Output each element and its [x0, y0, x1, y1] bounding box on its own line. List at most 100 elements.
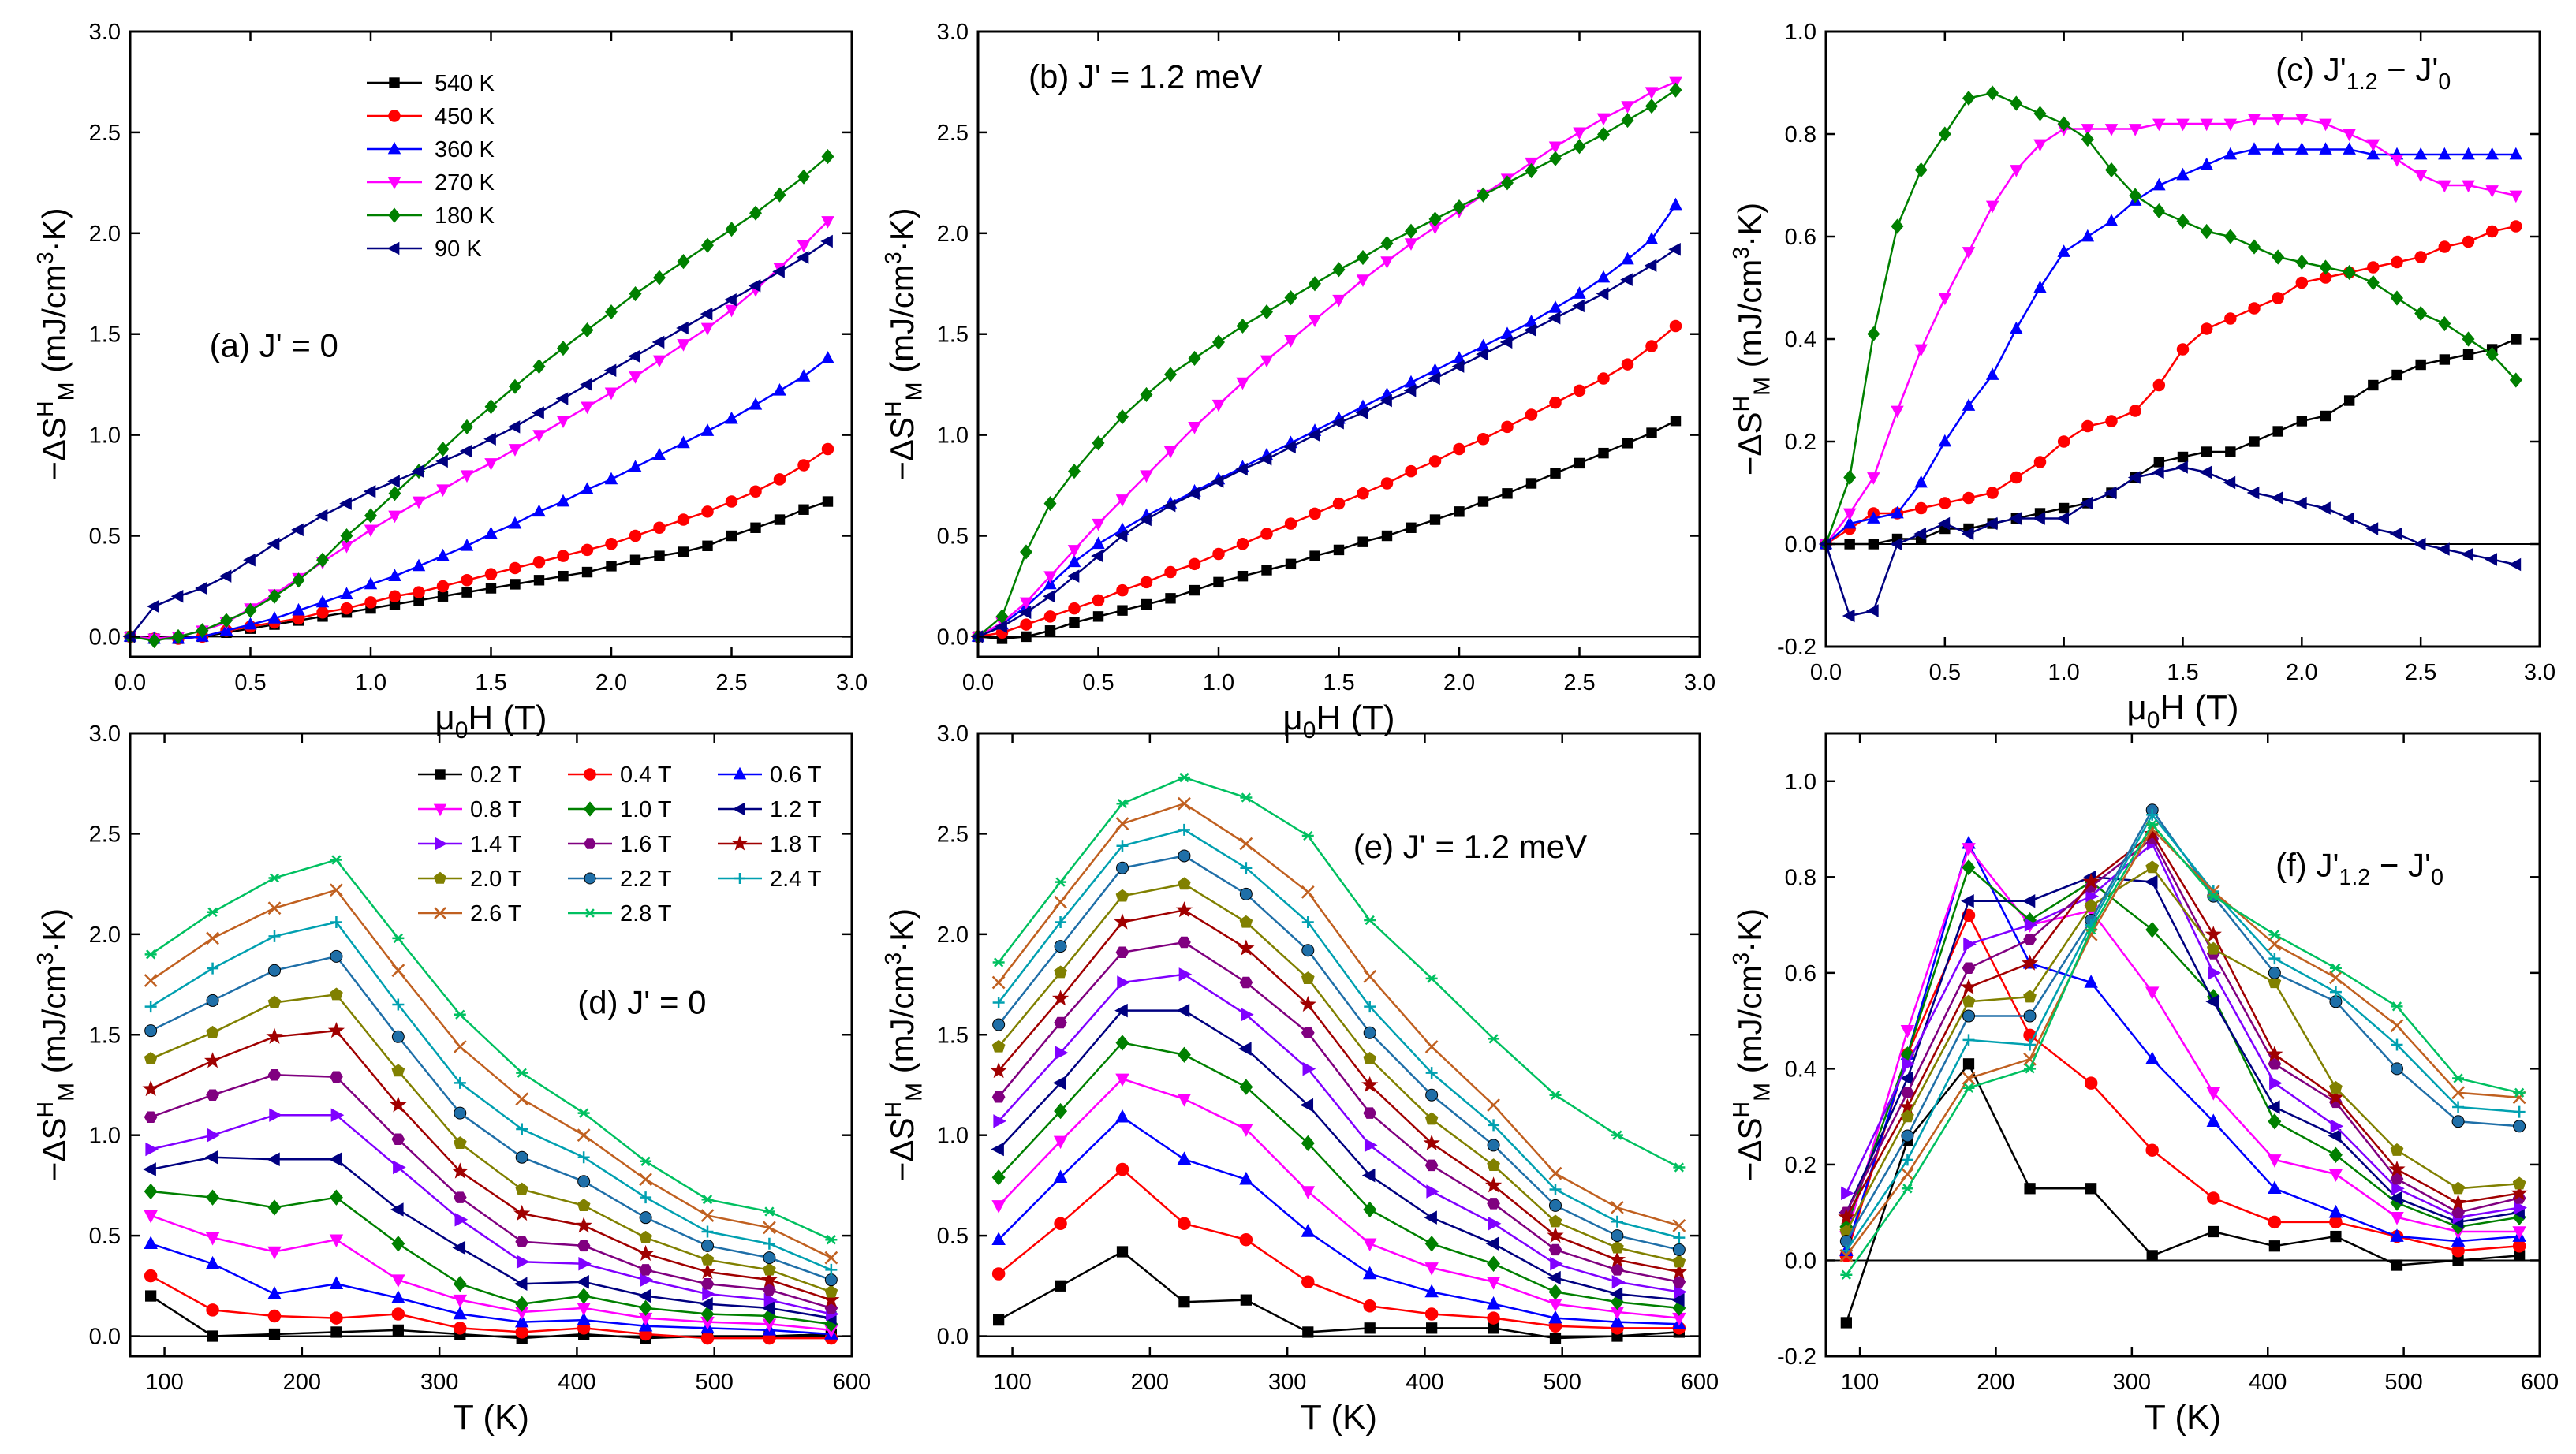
data-point: [391, 1236, 405, 1252]
data-point: [1963, 937, 1977, 952]
data-point: [327, 1021, 345, 1038]
data-point: [2105, 415, 2118, 427]
data-point: [991, 1267, 1006, 1281]
data-point: [2415, 359, 2426, 371]
data-point: [1838, 1208, 1855, 1225]
data-point: [821, 351, 834, 364]
data-point: [2367, 261, 2380, 274]
data-point: [267, 1068, 282, 1081]
data-point: [2329, 986, 2342, 998]
series-1.4-t: [145, 1108, 839, 1322]
data-point: [1428, 371, 1440, 386]
data-point: [2271, 142, 2285, 155]
data-point: [1914, 344, 1928, 357]
data-point: [1117, 975, 1130, 990]
x-tick-label: 1.5: [475, 670, 506, 695]
data-point: [2145, 1143, 2159, 1157]
data-point: [2152, 378, 2166, 392]
chart-panel-e: 100 200 300 400 500 600 0.0 0.5 1.0 1.5 2.0 2.5 3.0 T…: [881, 721, 1719, 1437]
data-point: [1054, 1217, 1067, 1231]
data-point: [700, 322, 715, 336]
data-point: [1380, 477, 1394, 490]
data-point: [581, 543, 594, 557]
series-line: [150, 1214, 831, 1332]
series-line: [1845, 876, 2520, 1224]
data-point: [1236, 377, 1249, 390]
data-point: [1672, 1276, 1686, 1288]
data-point: [1405, 223, 1417, 239]
data-point: [1424, 1040, 1439, 1053]
data-point: [1211, 475, 1224, 488]
data-point: [2451, 1115, 2465, 1128]
data-point: [145, 1290, 157, 1302]
data-point: [508, 516, 522, 529]
data-point: [1608, 1251, 1626, 1267]
data-point: [2153, 457, 2165, 468]
data-point: [1914, 501, 1928, 515]
series-1.8-t: [990, 901, 1688, 1279]
data-point: [652, 447, 666, 460]
data-point: [1116, 799, 1129, 809]
data-point: [637, 1288, 651, 1303]
data-point: [2328, 1128, 2342, 1143]
data-point: [391, 1307, 405, 1321]
data-point: [1163, 498, 1176, 513]
data-point: [798, 504, 809, 515]
data-point: [1241, 1008, 1254, 1022]
data-point: [1962, 1072, 1976, 1085]
data-point: [1937, 516, 1951, 531]
data-point: [1260, 528, 1273, 540]
data-point: [1239, 1232, 1253, 1247]
data-point: [1259, 453, 1272, 466]
data-point: [700, 423, 715, 436]
x-axis-label: T (K): [453, 1398, 529, 1437]
y-tick-label: -0.2: [1777, 1344, 1816, 1370]
data-point: [1301, 1135, 1315, 1152]
data-point: [2391, 290, 2403, 306]
data-point: [2024, 1064, 2037, 1074]
data-point: [825, 1263, 838, 1276]
chart-panel-b: 0.0 0.5 1.0 1.5 2.0 2.5 3.0 0.0 0.5 1.0 1.5 2.0 2.5 3…: [881, 20, 1715, 744]
data-point: [1116, 861, 1129, 874]
data-point: [267, 1152, 280, 1167]
data-point: [2510, 220, 2522, 233]
data-point: [315, 595, 330, 608]
data-point: [2033, 512, 2045, 525]
data-point: [1115, 494, 1129, 507]
data-point: [749, 485, 762, 498]
data-point: [1477, 187, 1490, 203]
data-point: [2343, 129, 2356, 142]
data-point: [701, 505, 714, 518]
y-tick-label: 0.8: [1785, 865, 1816, 890]
data-point: [2201, 446, 2212, 457]
data-point: [1611, 1264, 1624, 1276]
data-point: [1573, 127, 1586, 140]
x-tick-label: 400: [1406, 1370, 1443, 1395]
data-point: [1962, 843, 1976, 856]
data-point: [1238, 939, 1255, 956]
data-point: [677, 339, 690, 352]
data-point: [329, 1189, 343, 1206]
legend-marker: [387, 141, 401, 155]
data-point: [454, 1009, 466, 1020]
data-point: [267, 1246, 282, 1260]
data-point: [1363, 1026, 1376, 1039]
data-point: [2511, 1184, 2528, 1201]
series-0.6-t: [991, 1109, 1686, 1329]
data-point: [144, 1210, 158, 1224]
data-point: [1596, 113, 1611, 126]
data-point: [1621, 252, 1634, 265]
data-point: [243, 553, 256, 567]
data-point: [797, 169, 810, 185]
data-point: [2223, 475, 2236, 490]
data-point: [2268, 1154, 2282, 1168]
data-point: [391, 1133, 405, 1146]
data-point: [991, 1232, 1006, 1245]
data-point: [2318, 501, 2331, 515]
legend-marker: [731, 835, 749, 851]
data-point: [1068, 602, 1081, 615]
legend-marker: [584, 801, 596, 817]
data-point: [2199, 465, 2212, 479]
data-point: [1962, 90, 1975, 106]
data-point: [555, 392, 569, 405]
